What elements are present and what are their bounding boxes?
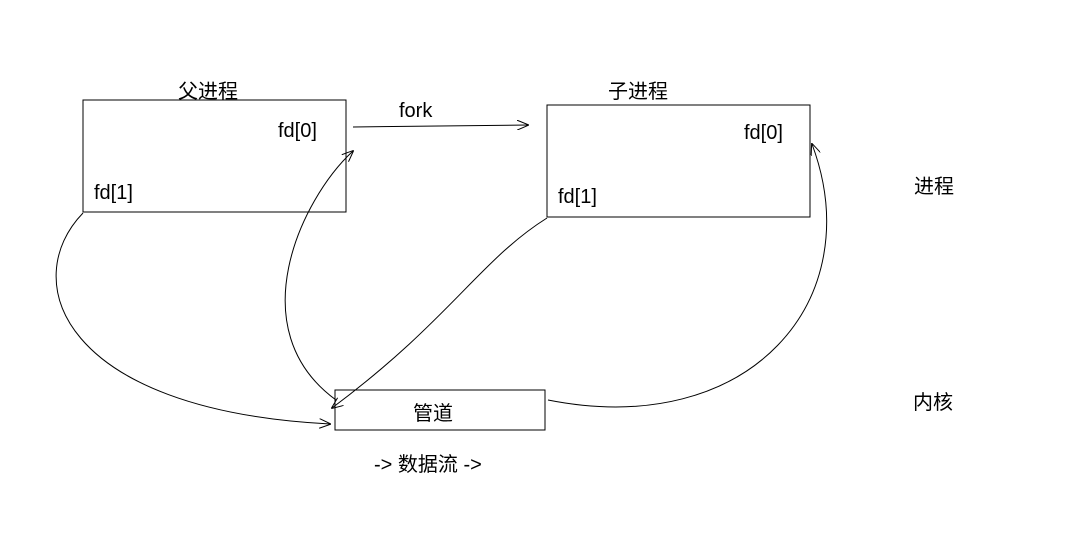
parent-fd1-label: fd[1]	[94, 182, 133, 205]
edge-child-fd1-to-pipe	[332, 218, 547, 408]
dataflow-label: -> 数据流 ->	[374, 448, 482, 477]
pipe-title: 管道	[413, 397, 453, 426]
child-fd1-label: fd[1]	[558, 186, 597, 209]
kernel-region-label: 内核	[913, 386, 953, 415]
parent-title: 父进程	[178, 75, 238, 104]
edge-parent-fd1-to-pipe	[56, 213, 330, 424]
edge-pipe-to-parent-fd0	[285, 151, 353, 400]
fork-arrow	[353, 125, 528, 127]
fork-label: fork	[399, 100, 432, 123]
child-title: 子进程	[608, 75, 668, 104]
edge-pipe-to-child-fd0	[548, 144, 827, 407]
parent-fd0-label: fd[0]	[278, 120, 317, 143]
pipe-fork-diagram	[0, 0, 1081, 544]
process-region-label: 进程	[914, 170, 954, 199]
child-fd0-label: fd[0]	[744, 122, 783, 145]
